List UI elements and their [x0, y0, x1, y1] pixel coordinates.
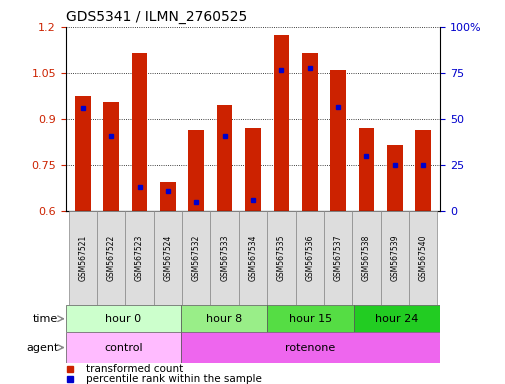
Bar: [160, 182, 175, 211]
Text: percentile rank within the sample: percentile rank within the sample: [86, 374, 262, 384]
Text: GDS5341 / ILMN_2760525: GDS5341 / ILMN_2760525: [66, 10, 246, 25]
Bar: [295, 211, 323, 305]
Bar: [154, 211, 182, 305]
Text: GSM567532: GSM567532: [191, 235, 200, 281]
Bar: [415, 130, 430, 211]
Bar: [131, 53, 147, 211]
Bar: [380, 211, 408, 305]
Bar: [103, 102, 119, 211]
Text: GSM567534: GSM567534: [248, 235, 257, 281]
Bar: [75, 96, 90, 211]
Bar: [217, 105, 232, 211]
Bar: [351, 211, 380, 305]
Text: GSM567536: GSM567536: [305, 235, 314, 281]
Text: GSM567538: GSM567538: [361, 235, 370, 281]
Text: hour 15: hour 15: [288, 314, 331, 324]
Bar: [66, 332, 181, 363]
Bar: [66, 305, 181, 332]
Bar: [69, 211, 97, 305]
Bar: [273, 35, 288, 211]
Bar: [238, 211, 267, 305]
Bar: [301, 53, 317, 211]
Text: hour 0: hour 0: [105, 314, 141, 324]
Bar: [267, 305, 353, 332]
Text: GSM567537: GSM567537: [333, 235, 342, 281]
Bar: [358, 128, 374, 211]
Bar: [323, 211, 351, 305]
Bar: [97, 211, 125, 305]
Text: GSM567524: GSM567524: [163, 235, 172, 281]
Text: rotenone: rotenone: [285, 343, 335, 353]
Text: GSM567521: GSM567521: [78, 235, 87, 281]
Bar: [386, 145, 402, 211]
Bar: [125, 211, 154, 305]
Text: GSM567523: GSM567523: [135, 235, 144, 281]
Bar: [181, 305, 267, 332]
Text: time: time: [33, 314, 58, 324]
Bar: [182, 211, 210, 305]
Text: GSM567540: GSM567540: [418, 235, 427, 281]
Text: GSM567535: GSM567535: [276, 235, 285, 281]
Bar: [353, 305, 439, 332]
Text: agent: agent: [26, 343, 58, 353]
Bar: [188, 130, 204, 211]
Text: hour 24: hour 24: [375, 314, 418, 324]
Text: GSM567522: GSM567522: [107, 235, 116, 281]
Text: hour 8: hour 8: [206, 314, 242, 324]
Bar: [267, 211, 295, 305]
Text: GSM567533: GSM567533: [220, 235, 229, 281]
Bar: [245, 128, 260, 211]
Bar: [330, 70, 345, 211]
Bar: [210, 211, 238, 305]
Bar: [181, 332, 439, 363]
Text: GSM567539: GSM567539: [389, 235, 398, 281]
Text: transformed count: transformed count: [86, 364, 183, 374]
Bar: [408, 211, 436, 305]
Text: control: control: [104, 343, 142, 353]
